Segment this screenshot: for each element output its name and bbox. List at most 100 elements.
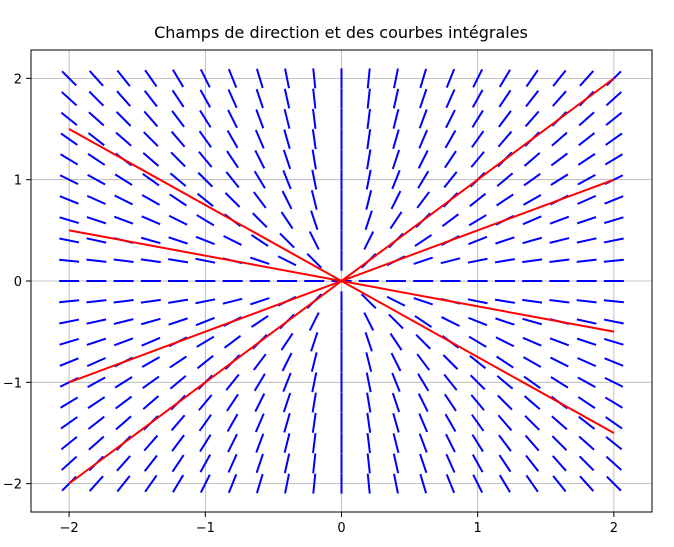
slope-segment bbox=[226, 129, 239, 149]
slope-segment bbox=[576, 318, 597, 325]
slope-segment bbox=[551, 415, 568, 431]
slope-segment bbox=[59, 299, 80, 304]
slope-segment bbox=[496, 172, 514, 187]
slope-segment bbox=[86, 258, 107, 263]
slope-segment bbox=[140, 236, 161, 245]
slope-segment bbox=[308, 312, 320, 331]
slope-segment bbox=[254, 393, 266, 412]
slope-segment bbox=[87, 173, 106, 186]
slope-segment bbox=[603, 237, 624, 244]
slope-segment bbox=[444, 393, 457, 412]
slope-segment bbox=[604, 216, 624, 225]
slope-segment bbox=[195, 257, 216, 264]
slope-segment bbox=[311, 169, 318, 190]
slope-segment bbox=[497, 414, 513, 432]
slope-segment bbox=[252, 212, 268, 228]
slope-segment bbox=[525, 454, 540, 472]
slope-segment bbox=[310, 210, 319, 231]
slope-segment bbox=[578, 435, 595, 451]
slope-segment bbox=[366, 149, 372, 170]
slope-segment bbox=[195, 316, 215, 327]
slope-segment bbox=[171, 110, 185, 128]
slope-segment bbox=[470, 394, 485, 411]
slope-segment bbox=[115, 131, 132, 147]
slope-segment bbox=[418, 433, 428, 453]
slope-segment bbox=[393, 68, 399, 89]
slope-segment bbox=[366, 68, 371, 89]
slope-segment bbox=[141, 336, 161, 347]
slope-segment bbox=[445, 453, 456, 473]
slope-segment bbox=[227, 68, 238, 89]
slope-segment bbox=[522, 194, 542, 206]
slope-segment bbox=[61, 455, 78, 471]
slope-segment bbox=[419, 453, 428, 474]
slope-segment bbox=[114, 173, 133, 186]
slope-segment bbox=[199, 89, 212, 108]
slope-segment bbox=[86, 318, 107, 325]
slope-segment bbox=[281, 190, 293, 210]
slope-segment bbox=[87, 132, 105, 147]
slope-segment bbox=[59, 237, 80, 244]
slope-segment bbox=[61, 91, 78, 107]
slope-segment bbox=[311, 149, 317, 170]
slope-segment bbox=[386, 295, 406, 307]
slope-segment bbox=[603, 258, 624, 263]
slope-segment bbox=[60, 396, 79, 409]
slope-segment bbox=[360, 293, 377, 310]
slope-segment bbox=[552, 69, 567, 87]
slope-segment bbox=[284, 473, 290, 494]
slope-segment bbox=[418, 129, 429, 149]
slope-segment bbox=[226, 150, 239, 169]
slope-segment bbox=[471, 434, 484, 453]
slope-segment bbox=[445, 109, 456, 129]
slope-segment bbox=[60, 111, 78, 126]
slope-segment bbox=[59, 318, 80, 325]
slope-segment bbox=[282, 170, 292, 190]
slope-segment bbox=[549, 299, 570, 304]
slope-segment bbox=[498, 434, 512, 452]
slope-segment bbox=[59, 216, 79, 225]
slope-segment bbox=[392, 88, 400, 109]
y-tick-label: 0 bbox=[14, 275, 22, 290]
slope-segment bbox=[227, 89, 238, 109]
slope-segment bbox=[61, 70, 77, 87]
slope-segment bbox=[113, 318, 134, 325]
slope-segment bbox=[199, 68, 211, 88]
slope-segment bbox=[441, 213, 460, 228]
slope-segment bbox=[365, 352, 373, 372]
slope-segment bbox=[578, 111, 595, 127]
slope-segment bbox=[312, 88, 317, 109]
chart-title: Champs de direction et des courbes intég… bbox=[154, 23, 528, 42]
slope-segment bbox=[171, 89, 185, 108]
slope-segment bbox=[169, 355, 187, 369]
slope-segment bbox=[198, 394, 213, 411]
slope-segment bbox=[142, 395, 160, 410]
slope-segment bbox=[467, 257, 488, 264]
slope-segment bbox=[227, 473, 238, 494]
slope-segment bbox=[311, 392, 317, 413]
slope-segment bbox=[522, 336, 542, 347]
slope-segment bbox=[498, 454, 512, 473]
slope-segment bbox=[249, 256, 270, 265]
slope-segment bbox=[469, 355, 487, 370]
slope-segment bbox=[199, 454, 212, 473]
slope-segment bbox=[467, 298, 488, 305]
slope-segment bbox=[223, 334, 242, 349]
slope-segment bbox=[388, 313, 404, 330]
slope-segment bbox=[88, 90, 105, 107]
slope-segment bbox=[198, 151, 213, 168]
slope-segment bbox=[199, 109, 212, 128]
slope-segment bbox=[498, 474, 511, 493]
slope-segment bbox=[550, 173, 569, 186]
slope-segment bbox=[577, 357, 597, 368]
slope-segment bbox=[143, 90, 158, 108]
slope-segment bbox=[170, 414, 186, 432]
slope-segment bbox=[392, 453, 400, 474]
slope-segment bbox=[549, 337, 570, 347]
slope-segment bbox=[579, 70, 595, 87]
slope-segment bbox=[522, 356, 542, 368]
slope-segment bbox=[471, 130, 485, 148]
slope-segment bbox=[366, 88, 371, 109]
slope-segment bbox=[550, 376, 569, 389]
slope-segment bbox=[279, 232, 295, 249]
